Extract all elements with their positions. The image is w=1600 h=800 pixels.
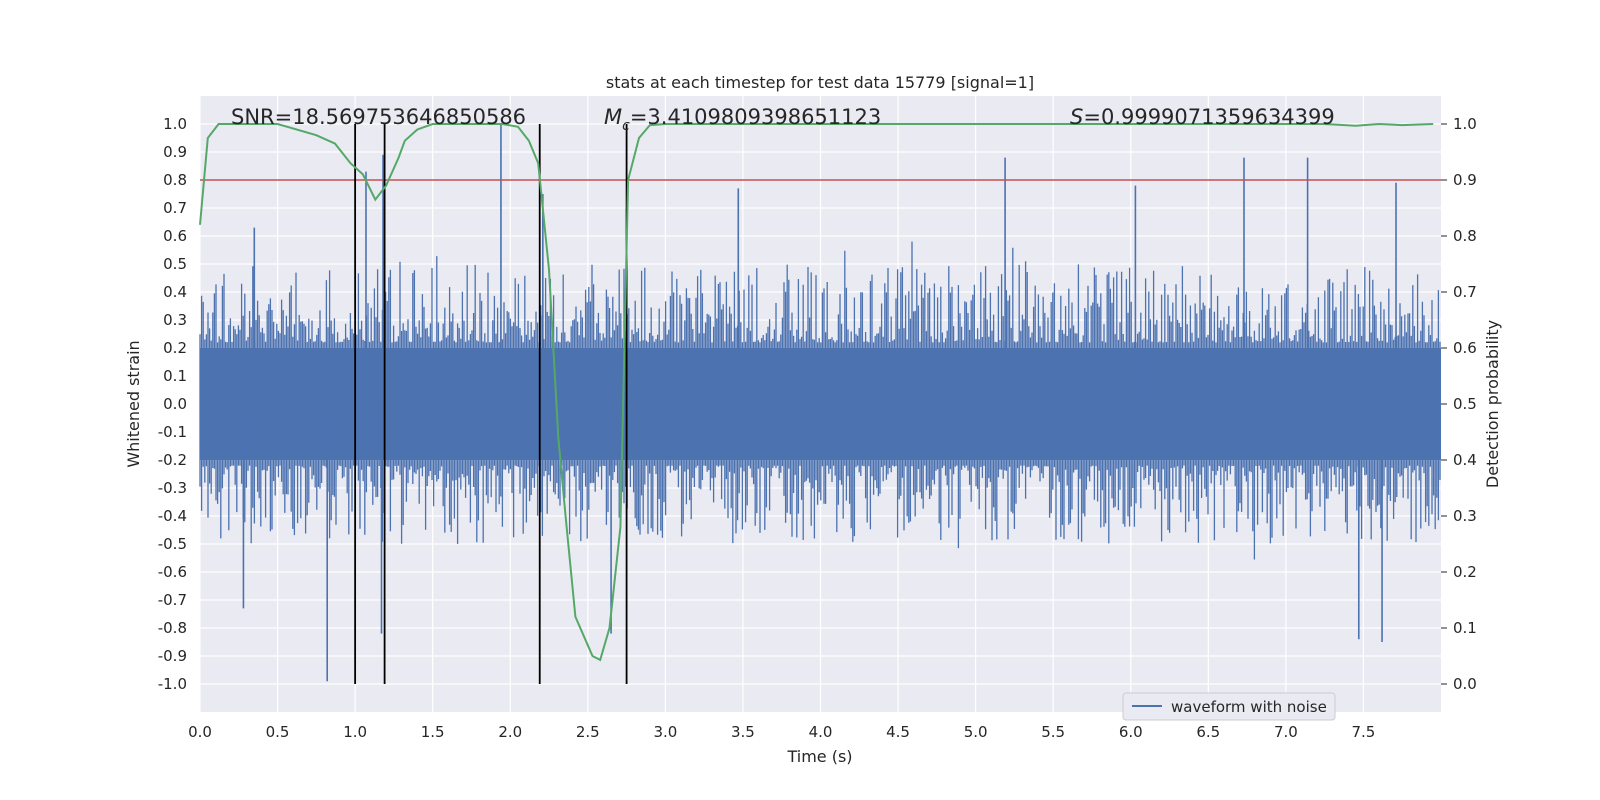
y2-tick-label: 0.7 (1453, 283, 1477, 301)
chart-title: stats at each timestep for test data 157… (606, 73, 1034, 92)
y-tick-label: 0.6 (163, 227, 187, 245)
x-tick-label: 4.0 (809, 723, 833, 741)
x-tick-label: 0.5 (266, 723, 290, 741)
y-tick-label: -0.6 (158, 563, 187, 581)
s-value: =0.9999071359634399 (1083, 105, 1334, 129)
y-tick-label: -0.7 (158, 591, 187, 609)
mc-subscript: c (622, 118, 630, 134)
x-tick-label: 7.5 (1352, 723, 1376, 741)
x-tick-label: 2.0 (498, 723, 522, 741)
x-tick-label: 5.5 (1041, 723, 1065, 741)
x-tick-label: 4.5 (886, 723, 910, 741)
mc-symbol: M (604, 105, 622, 129)
waveform-noise (199, 241, 1441, 560)
x-tick-label: 3.5 (731, 723, 755, 741)
y-tick-label: -0.8 (158, 619, 187, 637)
x-tick-label: 3.0 (653, 723, 677, 741)
s-annotation: S=0.9999071359634399 (1070, 105, 1335, 129)
y2-tick-label: 0.4 (1453, 451, 1477, 469)
y-tick-label: -0.3 (158, 479, 187, 497)
y2-tick-label: 0.8 (1453, 227, 1477, 245)
y2-tick-label: 0.0 (1453, 675, 1477, 693)
waveform-series (199, 124, 1441, 682)
y-tick-label: 0.7 (163, 199, 187, 217)
y2-tick-label: 0.5 (1453, 395, 1477, 413)
x-tick-label: 6.5 (1196, 723, 1220, 741)
y-axis-label: Whitened strain (124, 340, 143, 467)
snr-annotation: SNR=18.569753646850586 (231, 105, 526, 129)
x-tick-label: 0.0 (188, 723, 212, 741)
y2-tick-label: 0.9 (1453, 171, 1477, 189)
y-tick-label: 0.4 (163, 283, 187, 301)
y-tick-label: -1.0 (158, 675, 187, 693)
mc-value: =3.4109809398651123 (630, 105, 881, 129)
y2-tick-label: 0.6 (1453, 339, 1477, 357)
y2-tick-label: 0.1 (1453, 619, 1477, 637)
legend-label: waveform with noise (1171, 698, 1327, 716)
y-tick-label: 0.9 (163, 143, 187, 161)
y2-axis-label: Detection probability (1483, 320, 1502, 488)
y-tick-label: 1.0 (163, 115, 187, 133)
x-tick-label: 1.5 (421, 723, 445, 741)
x-tick-label: 1.0 (343, 723, 367, 741)
x-axis-label: Time (s) (786, 747, 852, 766)
y-tick-label: 0.2 (163, 339, 187, 357)
y-tick-label: 0.3 (163, 311, 187, 329)
legend-box (1122, 692, 1336, 721)
y2-tick-label: 1.0 (1453, 115, 1477, 133)
y-tick-label: 0.8 (163, 171, 187, 189)
y-tick-label: -0.9 (158, 647, 187, 665)
y-tick-label: -0.2 (158, 451, 187, 469)
y2-axis-ticks: 1.0 0.9 0.8 0.7 0.6 0.5 0.4 0.3 0.2 0.1 0.0 (1441, 115, 1477, 693)
probability-line (199, 122, 1434, 662)
x-tick-label: 5.0 (964, 723, 988, 741)
y-axis-ticks: 1.0 0.9 0.8 0.7 0.6 0.5 0.4 0.3 0.2 0.1 0.0 -0.1 -0.… (158, 115, 187, 693)
x-axis-ticks: 0.0 0.5 1.0 1.5 2.0 2.5 3.0 3.5 4.0 4.5 5.0 5.5 6.0 6… (188, 723, 1375, 741)
chirp-mass-annotation: Mc=3.4109809398651123 (604, 105, 881, 134)
x-tick-label: 2.5 (576, 723, 600, 741)
y-tick-label: 0.0 (163, 395, 187, 413)
y2-tick-label: 0.2 (1453, 563, 1477, 581)
s-symbol: S (1070, 105, 1083, 129)
y-tick-label: 0.1 (163, 367, 187, 385)
y-tick-label: -0.1 (158, 423, 187, 441)
x-tick-label: 6.0 (1119, 723, 1143, 741)
y-tick-label: -0.5 (158, 535, 187, 553)
x-tick-label: 7.0 (1274, 723, 1298, 741)
y-tick-label: 0.5 (163, 255, 187, 273)
probability-series (199, 122, 1434, 662)
y2-tick-label: 0.3 (1453, 507, 1477, 525)
legend: waveform with noise (1122, 692, 1336, 721)
y-tick-label: -0.4 (158, 507, 187, 525)
